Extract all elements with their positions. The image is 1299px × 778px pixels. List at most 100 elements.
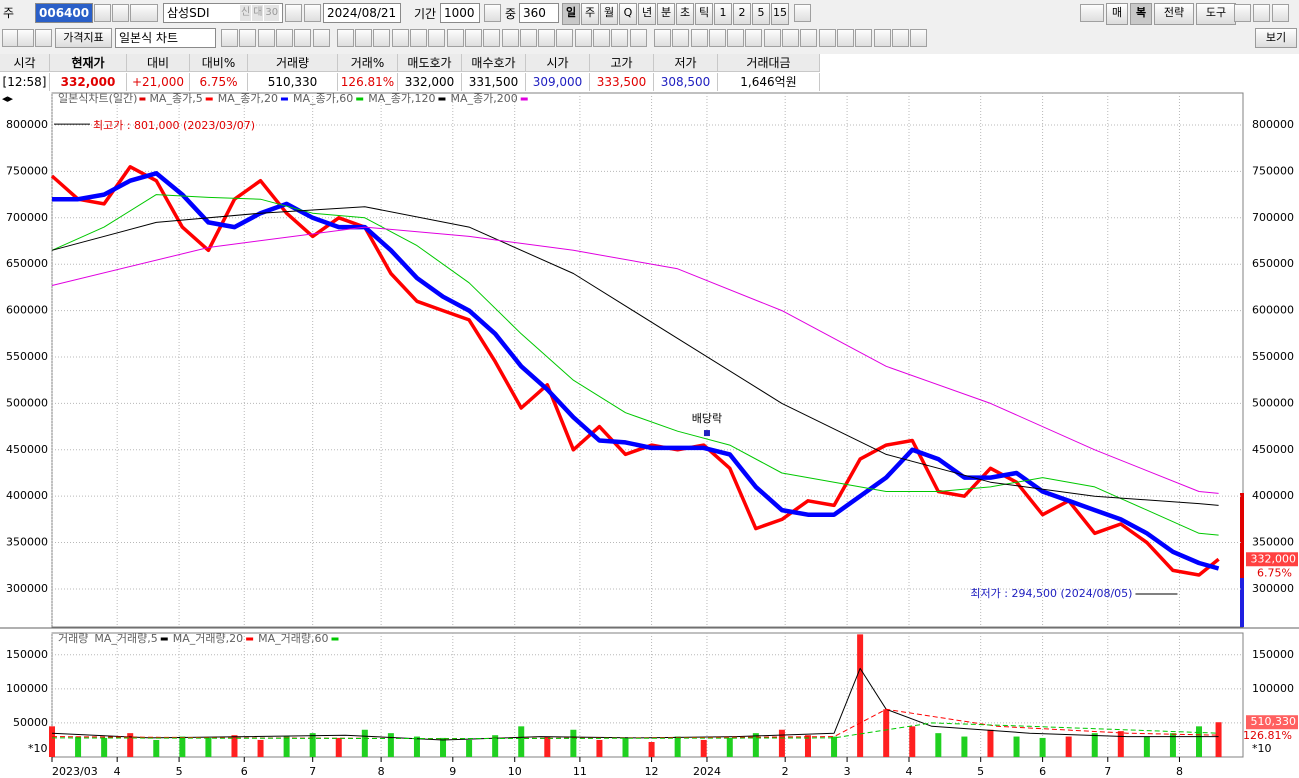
period-button[interactable]: 15 bbox=[771, 3, 789, 25]
tool-icon[interactable] bbox=[891, 29, 909, 47]
tool-icon[interactable] bbox=[818, 29, 836, 47]
y-tick-label: 50000 bbox=[13, 716, 48, 729]
tool-icon[interactable] bbox=[221, 29, 238, 47]
tool-icon[interactable] bbox=[483, 29, 501, 47]
period-button[interactable]: 1 bbox=[714, 3, 732, 25]
tool-icon[interactable] bbox=[611, 29, 629, 47]
tool-icon[interactable] bbox=[690, 29, 708, 47]
tool-icon[interactable] bbox=[257, 29, 275, 47]
tool-icon[interactable] bbox=[464, 29, 482, 47]
tool-icon[interactable] bbox=[312, 29, 330, 47]
tool-icon[interactable] bbox=[519, 29, 537, 47]
code-dropdown[interactable] bbox=[94, 4, 111, 22]
tool-icon[interactable] bbox=[763, 29, 781, 47]
legend-swatch bbox=[139, 97, 146, 101]
save-button[interactable] bbox=[1253, 4, 1270, 22]
period-button[interactable]: 틱 bbox=[695, 3, 713, 25]
volume-bar bbox=[153, 739, 160, 757]
search-button[interactable] bbox=[112, 4, 129, 22]
period-spin[interactable] bbox=[484, 4, 501, 22]
tool-icon[interactable] bbox=[294, 29, 312, 47]
open-button[interactable] bbox=[1234, 4, 1251, 22]
tool-icon[interactable] bbox=[574, 29, 592, 47]
tool-icon[interactable] bbox=[410, 29, 427, 47]
period-input[interactable]: 1000 bbox=[440, 3, 480, 23]
quote-header: 거래% bbox=[338, 54, 398, 72]
tool-icon[interactable] bbox=[391, 29, 409, 47]
legend-swatch bbox=[160, 637, 168, 641]
right-button[interactable]: 매 bbox=[1106, 3, 1128, 25]
lr-button[interactable] bbox=[17, 29, 34, 47]
tool-icon[interactable] bbox=[355, 29, 373, 47]
cloud-button[interactable] bbox=[1080, 4, 1104, 22]
tool-icon[interactable] bbox=[336, 29, 354, 47]
tool-icon[interactable] bbox=[428, 29, 446, 47]
volume-bar bbox=[387, 733, 394, 757]
play-button[interactable] bbox=[285, 4, 302, 22]
tool-icon[interactable] bbox=[727, 29, 745, 47]
tool-icon[interactable] bbox=[556, 29, 574, 47]
quote-header: 저가 bbox=[654, 54, 718, 72]
y-tick-label-right: 550000 bbox=[1252, 350, 1294, 363]
tool-icon[interactable] bbox=[501, 29, 519, 47]
tool-icon[interactable] bbox=[239, 29, 257, 47]
volume-bar bbox=[804, 735, 811, 757]
tool-icon[interactable] bbox=[800, 29, 818, 47]
period-button[interactable]: 초 bbox=[676, 3, 694, 25]
tool-icon[interactable] bbox=[708, 29, 726, 47]
volume-bar bbox=[987, 729, 994, 757]
legend-entry: MA_종가,5 bbox=[149, 92, 202, 105]
tool-icon[interactable] bbox=[745, 29, 763, 47]
period-button[interactable]: 일 bbox=[562, 3, 580, 25]
tool-icon[interactable] bbox=[373, 29, 391, 47]
quote-table: 시각 [12:58] 현재가 332,000 대비 +21,000 대비% 6.75% 거래량 5… bbox=[0, 54, 1299, 92]
y-tick-label: 600000 bbox=[6, 304, 48, 317]
mid-input[interactable]: 360 bbox=[519, 3, 559, 23]
sort-button[interactable] bbox=[130, 4, 158, 22]
period-button[interactable]: 월 bbox=[600, 3, 618, 25]
edit-button[interactable] bbox=[35, 29, 52, 47]
ma-line bbox=[51, 722, 1219, 740]
tool-icon[interactable] bbox=[910, 29, 928, 47]
volume-bar bbox=[309, 733, 316, 757]
period-button[interactable]: 년 bbox=[638, 3, 656, 25]
quote-header: 대비% bbox=[190, 54, 248, 72]
tool-icon[interactable] bbox=[538, 29, 556, 47]
tool-icon[interactable] bbox=[446, 29, 464, 47]
legend-entry: MA_거래량,20 bbox=[173, 632, 243, 645]
y-tick-label: 800000 bbox=[6, 118, 48, 131]
tool-icon[interactable] bbox=[593, 29, 610, 47]
tool-icon[interactable] bbox=[873, 29, 891, 47]
currency-button[interactable] bbox=[794, 4, 811, 22]
tool-icon[interactable] bbox=[836, 29, 854, 47]
period-button[interactable]: 분 bbox=[657, 3, 675, 25]
tool-icon[interactable] bbox=[653, 29, 671, 47]
code-input[interactable]: 006400 bbox=[35, 3, 93, 23]
tool-icon[interactable] bbox=[275, 29, 293, 47]
indicator-button[interactable]: 가격지표 bbox=[55, 28, 112, 48]
tool-icon[interactable] bbox=[629, 29, 647, 47]
date-input[interactable]: 2024/08/21 bbox=[323, 3, 401, 23]
period-button[interactable]: 2 bbox=[733, 3, 751, 25]
quote-value: 309,000 bbox=[526, 73, 590, 91]
flag: 대 bbox=[252, 5, 264, 21]
tool-icon[interactable] bbox=[855, 29, 873, 47]
chart-style-select[interactable]: 일본식 차트 bbox=[115, 28, 216, 48]
right-button[interactable]: 전략 bbox=[1154, 3, 1194, 25]
back-button[interactable] bbox=[304, 4, 321, 22]
quote-value: 510,330 bbox=[248, 73, 338, 91]
y-tick-label-right: 400000 bbox=[1252, 489, 1294, 502]
period-button[interactable]: 주 bbox=[581, 3, 599, 25]
scroll-arrows[interactable]: ◂▸ bbox=[2, 92, 14, 105]
period-button[interactable]: Q bbox=[619, 3, 637, 25]
settings-button[interactable] bbox=[1272, 4, 1289, 22]
tool-icon[interactable] bbox=[782, 29, 799, 47]
right-button[interactable]: 복 bbox=[1130, 3, 1152, 25]
view-button[interactable]: 보기 bbox=[1255, 28, 1297, 48]
volume-bar bbox=[283, 736, 290, 757]
volume-bar bbox=[361, 729, 368, 757]
period-button[interactable]: 5 bbox=[752, 3, 770, 25]
right-button[interactable]: 도구 bbox=[1196, 3, 1236, 25]
tool-icon[interactable] bbox=[672, 29, 690, 47]
